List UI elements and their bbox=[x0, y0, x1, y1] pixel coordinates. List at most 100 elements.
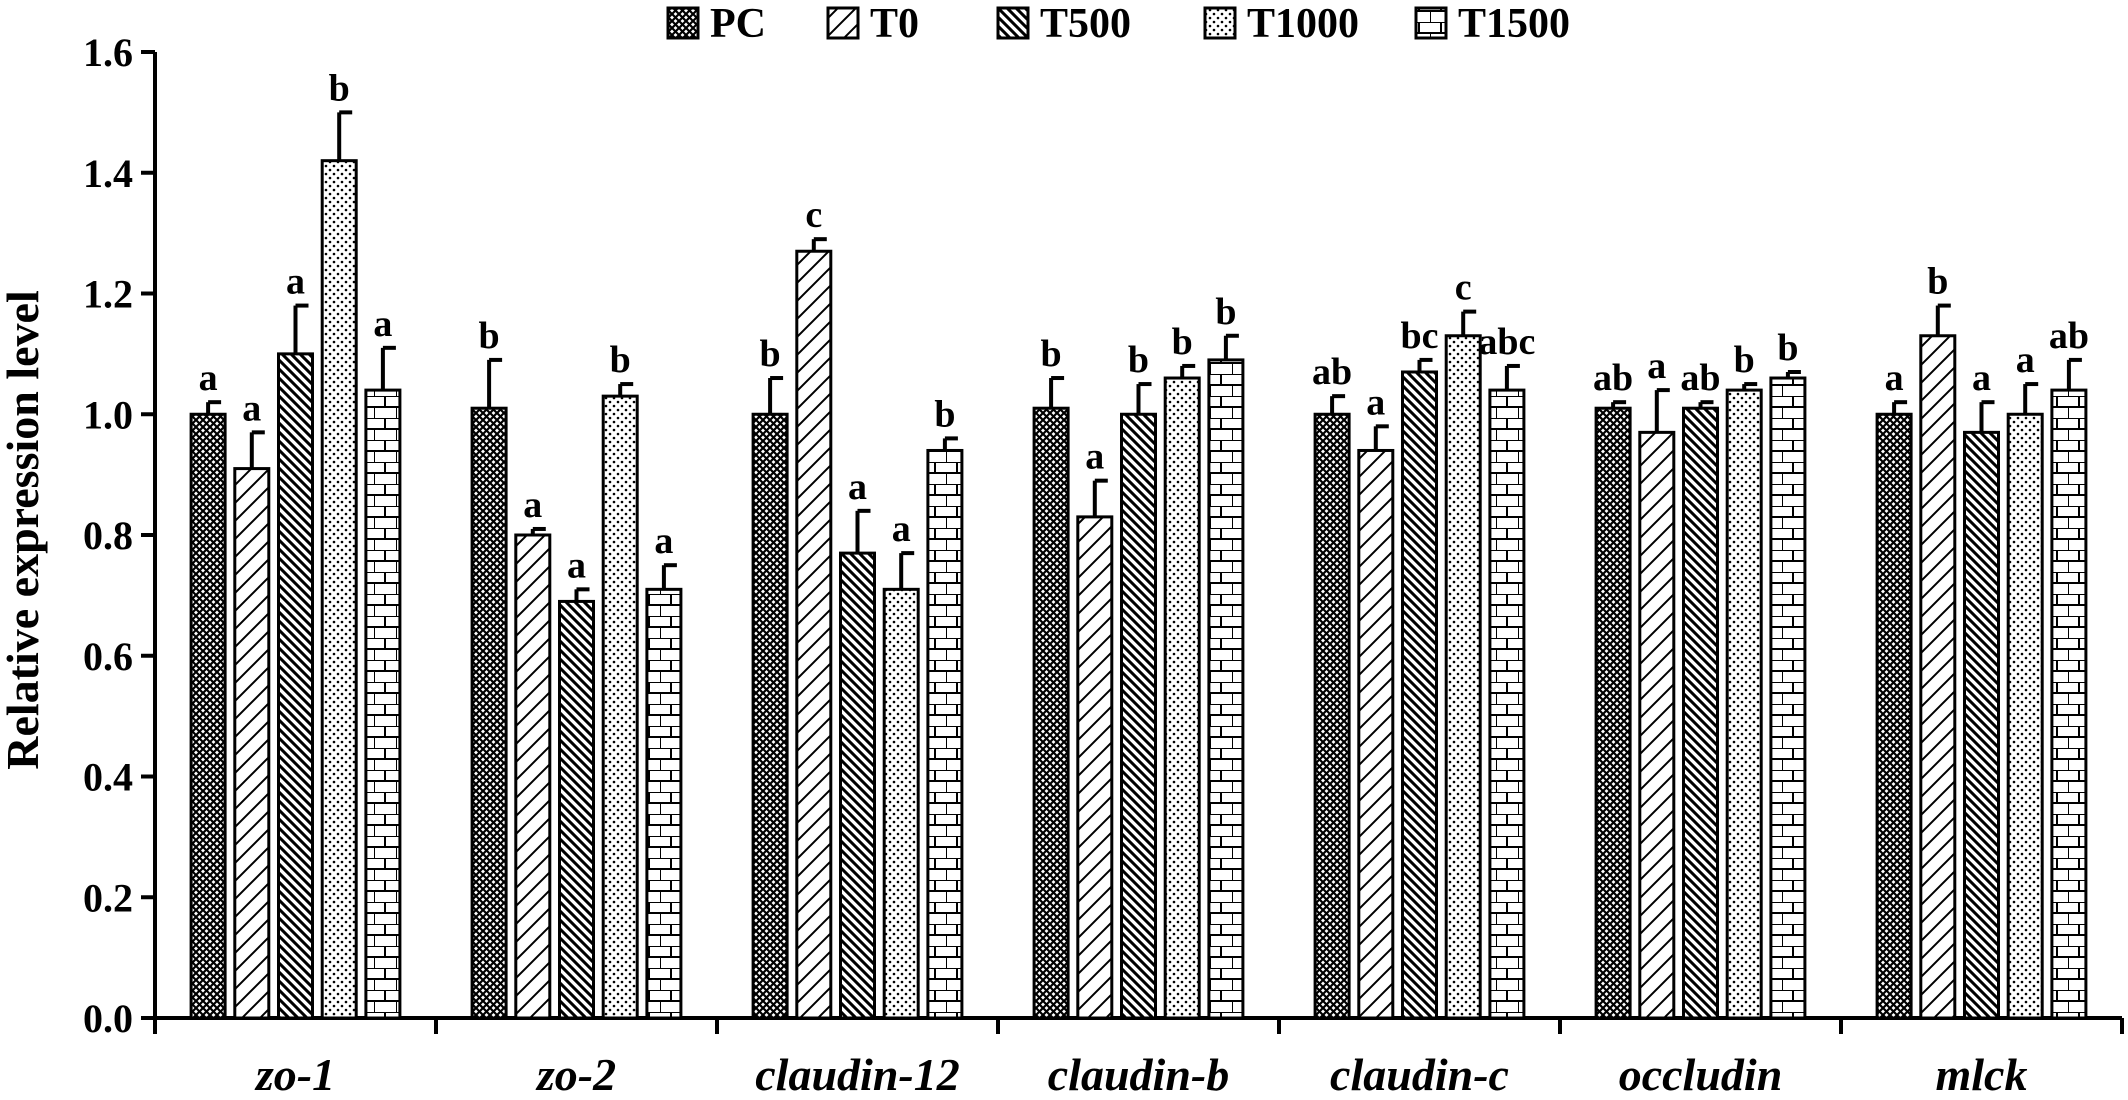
significance-label: c bbox=[805, 194, 822, 236]
significance-label: a bbox=[1885, 357, 1904, 399]
significance-label: b bbox=[1927, 261, 1948, 303]
bar-t500-zo-1 bbox=[277, 352, 314, 1020]
legend-label: PC bbox=[710, 1, 766, 47]
legend-label: T0 bbox=[870, 1, 919, 47]
significance-label: b bbox=[1215, 291, 1236, 333]
significance-label: a bbox=[199, 357, 218, 399]
significance-label: ab bbox=[1593, 357, 1633, 399]
bar-pc-claudin-c bbox=[1313, 412, 1351, 1020]
bar-t1500-zo-2 bbox=[645, 587, 683, 1020]
bar-t0-zo-1 bbox=[233, 467, 271, 1020]
bar-t500-zo-2 bbox=[558, 599, 595, 1020]
y-tick-label: 1.6 bbox=[83, 30, 133, 75]
bar-pc-mlck bbox=[1875, 412, 1913, 1020]
significance-label: a bbox=[1972, 357, 1991, 399]
significance-label: a bbox=[1366, 381, 1385, 423]
bar-t1000-claudin-b bbox=[1163, 376, 1201, 1020]
y-tick-label: 0.6 bbox=[83, 634, 133, 679]
legend-swatch bbox=[1203, 6, 1237, 40]
bar-t1500-occludin bbox=[1769, 376, 1807, 1020]
bar-t1500-claudin-c bbox=[1488, 388, 1526, 1020]
bar-t1000-claudin-c bbox=[1444, 334, 1482, 1020]
significance-label: b bbox=[1041, 333, 1062, 375]
x-category-label: claudin-12 bbox=[755, 1049, 959, 1100]
significance-label: b bbox=[1734, 339, 1755, 381]
significance-label: b bbox=[760, 333, 781, 375]
bar-t0-claudin-12 bbox=[795, 249, 833, 1020]
legend-swatch bbox=[996, 6, 1030, 40]
y-tick-label: 1.4 bbox=[83, 151, 133, 196]
legend: PC T0 T500 T1000 T1500 bbox=[666, 1, 1570, 47]
x-category-label: occludin bbox=[1619, 1049, 1783, 1100]
significance-label: a bbox=[848, 466, 867, 508]
bar-t500-claudin-12 bbox=[839, 551, 876, 1020]
significance-label: b bbox=[479, 315, 500, 357]
significance-label: a bbox=[567, 544, 586, 586]
x-category-label: claudin-b bbox=[1048, 1049, 1229, 1100]
x-category-label: mlck bbox=[1936, 1049, 2028, 1100]
bar-t500-occludin bbox=[1682, 406, 1719, 1020]
significance-label: ab bbox=[1312, 351, 1352, 393]
y-axis: 0.0 0.2 0.4 0.6 0.8 1.0 1.2 1.4 1.6 bbox=[83, 30, 157, 1041]
bar-t1000-claudin-12 bbox=[882, 587, 920, 1020]
bar-t1500-claudin-b bbox=[1207, 358, 1245, 1020]
x-category-label: claudin-c bbox=[1330, 1049, 1509, 1100]
bar-t500-claudin-c bbox=[1401, 370, 1438, 1020]
bar-t1000-mlck bbox=[2006, 412, 2044, 1020]
bar-t1000-occludin bbox=[1725, 388, 1763, 1020]
significance-label: a bbox=[373, 303, 392, 345]
legend-label: T1000 bbox=[1247, 1, 1359, 47]
bar-t0-mlck bbox=[1919, 334, 1957, 1020]
significance-label: c bbox=[1455, 267, 1472, 309]
significance-label: a bbox=[242, 387, 261, 429]
significance-label: a bbox=[654, 520, 673, 562]
y-tick-label: 0.2 bbox=[83, 875, 133, 920]
bar-t0-occludin bbox=[1638, 430, 1676, 1020]
significance-label: a bbox=[1647, 345, 1666, 387]
significance-label: a bbox=[892, 508, 911, 550]
y-axis-label: Relative expression level bbox=[0, 290, 48, 770]
significance-label: b bbox=[610, 339, 631, 381]
bar-t0-zo-2 bbox=[514, 533, 552, 1020]
bar-t1000-zo-1 bbox=[320, 159, 358, 1020]
y-tick-label: 0.4 bbox=[83, 755, 133, 800]
bar-t1500-zo-1 bbox=[364, 388, 402, 1020]
bar-pc-zo-1 bbox=[189, 412, 227, 1020]
bar-t500-claudin-b bbox=[1120, 412, 1157, 1020]
bar-t0-claudin-b bbox=[1076, 515, 1114, 1020]
bar-t0-claudin-c bbox=[1357, 448, 1395, 1020]
bar-t1000-zo-2 bbox=[601, 394, 639, 1020]
significance-label: abc bbox=[1478, 321, 1535, 363]
significance-label: a bbox=[1085, 436, 1104, 478]
legend-swatch bbox=[1414, 6, 1448, 40]
significance-label: b bbox=[1128, 339, 1149, 381]
significance-label: bc bbox=[1401, 315, 1439, 357]
bar-pc-claudin-12 bbox=[751, 412, 789, 1020]
significance-label: b bbox=[1172, 321, 1193, 363]
y-tick-label: 0.8 bbox=[83, 513, 133, 558]
x-axis: zo-1 zo-2 claudin-12 claudin-b claudin-c occl… bbox=[153, 1016, 2124, 1100]
significance-label: b bbox=[1777, 327, 1798, 369]
y-tick-label: 1.0 bbox=[83, 392, 133, 437]
legend-label: T1500 bbox=[1458, 1, 1570, 47]
significance-label: b bbox=[329, 67, 350, 109]
bar-t1500-mlck bbox=[2050, 388, 2088, 1020]
x-category-label: zo-1 bbox=[254, 1049, 335, 1100]
bar-pc-occludin bbox=[1594, 406, 1632, 1020]
legend-swatch bbox=[826, 6, 860, 40]
bar-pc-zo-2 bbox=[470, 406, 508, 1020]
bar-t500-mlck bbox=[1963, 430, 2000, 1020]
significance-label: ab bbox=[2049, 315, 2089, 357]
significance-label: a bbox=[2016, 339, 2035, 381]
significance-label: b bbox=[934, 393, 955, 435]
significance-label: a bbox=[523, 484, 542, 526]
bar-t1500-claudin-12 bbox=[926, 448, 964, 1020]
x-category-label: zo-2 bbox=[535, 1049, 616, 1100]
legend-label: T500 bbox=[1040, 1, 1131, 47]
y-tick-label: 1.2 bbox=[83, 272, 133, 317]
significance-label: a bbox=[286, 261, 305, 303]
bar-pc-claudin-b bbox=[1032, 406, 1070, 1020]
legend-swatch bbox=[666, 6, 700, 40]
